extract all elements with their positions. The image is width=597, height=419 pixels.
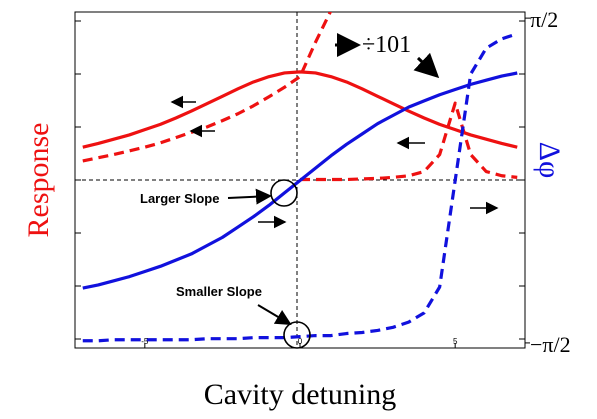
y2-tick-label: π/2 <box>530 7 558 32</box>
arrows <box>170 33 499 349</box>
slope-circle <box>283 321 311 349</box>
annotation: ÷101 <box>362 32 411 58</box>
x-tick-label: 5 <box>453 337 458 346</box>
annotation: Larger Slope <box>140 191 219 206</box>
series-line <box>82 12 333 163</box>
y-axis-label: Response <box>22 123 55 238</box>
series-line <box>82 70 518 149</box>
x-axis-label: Cavity detuning <box>204 378 396 411</box>
arrow <box>257 304 292 326</box>
plot-area <box>75 12 525 348</box>
arrow <box>413 52 440 79</box>
y2-tick-label: −π/2 <box>530 332 571 357</box>
series-line <box>82 71 518 290</box>
x-tick-label: 0 <box>298 337 303 346</box>
series-line <box>82 32 518 343</box>
series-line <box>300 101 518 182</box>
slope-circle <box>270 179 298 207</box>
arrow <box>227 188 272 205</box>
annotation: Smaller Slope <box>176 284 262 299</box>
y2-axis-label: Δφ <box>533 142 566 179</box>
x-tick-label: -5 <box>141 337 149 346</box>
